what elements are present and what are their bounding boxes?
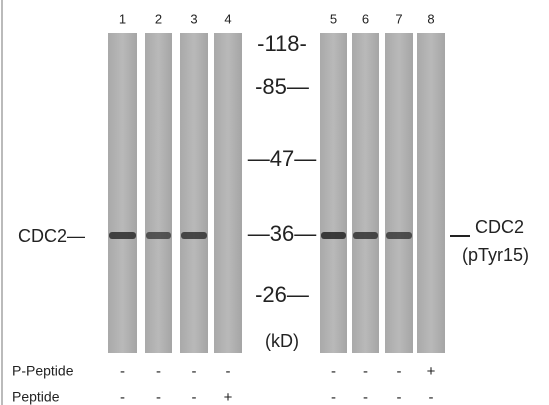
marker-label: —47— [248, 146, 316, 171]
row-label: P-Peptide [12, 363, 74, 379]
row-sign: + [224, 389, 233, 405]
lane [385, 33, 413, 353]
row-sign: - [226, 363, 231, 380]
lane-number: 4 [224, 11, 231, 26]
row-sign: - [397, 363, 402, 380]
row-sign: - [156, 363, 161, 380]
lane-number: 8 [427, 11, 434, 26]
lane-number: 1 [119, 11, 126, 26]
band [353, 232, 378, 239]
unit-label: (kD) [265, 331, 299, 351]
lane-number: 6 [362, 11, 369, 26]
band [181, 232, 207, 239]
lane-number: 7 [395, 11, 402, 26]
marker-label: -26— [255, 282, 309, 307]
row-sign: - [120, 363, 125, 380]
marker-label: -118- [257, 31, 307, 56]
marker-label: -85— [255, 74, 309, 99]
row-sign: - [363, 389, 368, 405]
row-label: Peptide [12, 389, 60, 405]
lane-number: 2 [155, 11, 162, 26]
lane [352, 33, 379, 353]
lane-number: 5 [330, 11, 337, 26]
row-sign: + [427, 363, 436, 380]
row-sign: - [363, 363, 368, 380]
right-label: CDC2 [475, 217, 524, 237]
row-sign: - [331, 389, 336, 405]
lane [214, 33, 242, 353]
row-sign: - [156, 389, 161, 405]
lane [108, 33, 137, 353]
row-sign: - [331, 363, 336, 380]
lane-number: 3 [190, 11, 197, 26]
row-sign: - [397, 389, 402, 405]
row-sign: - [429, 389, 434, 405]
lanes [108, 33, 445, 353]
lane [320, 33, 347, 353]
band [321, 232, 346, 239]
left-label: CDC2— [18, 226, 85, 246]
lane [145, 33, 172, 353]
marker-label: —36— [248, 221, 316, 246]
row-sign: - [192, 363, 197, 380]
lane [417, 33, 445, 353]
row-sign: - [192, 389, 197, 405]
band [386, 232, 412, 239]
row-sign: - [120, 389, 125, 405]
band [146, 232, 171, 239]
band [109, 232, 136, 239]
right-label: (pTyr15) [462, 245, 529, 265]
lane [180, 33, 208, 353]
